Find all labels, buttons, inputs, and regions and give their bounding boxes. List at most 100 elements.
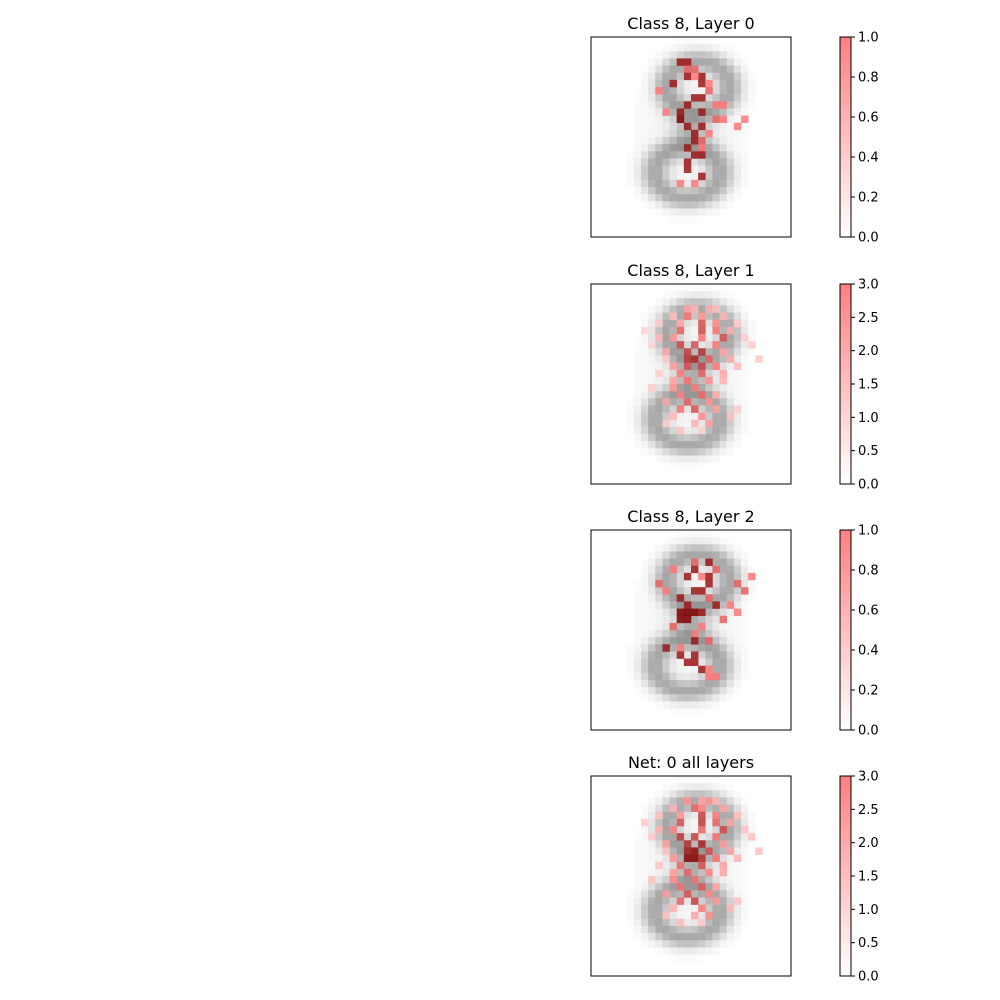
background-cell xyxy=(698,158,706,166)
background-cell xyxy=(633,608,642,617)
background-cell xyxy=(733,630,742,638)
background-cell xyxy=(741,651,749,659)
background-cell xyxy=(676,537,685,545)
attribution-cell xyxy=(733,608,742,617)
background-cell xyxy=(648,797,656,805)
background-cell xyxy=(683,187,692,195)
background-cell xyxy=(676,362,685,371)
attribution-cell xyxy=(683,348,692,356)
background-cell xyxy=(712,665,720,674)
background-cell xyxy=(641,940,649,948)
background-cell xyxy=(719,72,728,81)
background-cell xyxy=(662,687,670,695)
background-cell xyxy=(719,883,728,891)
attribution-cell xyxy=(705,129,713,138)
background-cell xyxy=(641,179,649,188)
colorbar-tick-label: 0.0 xyxy=(858,724,879,739)
background-cell xyxy=(719,137,728,145)
colorbar-tick-label: 1.5 xyxy=(858,870,879,885)
background-cell xyxy=(683,947,692,955)
background-cell xyxy=(691,954,699,963)
background-cell xyxy=(733,94,742,102)
background-cell xyxy=(748,87,756,95)
attribution-cell xyxy=(698,79,706,88)
background-cell xyxy=(726,298,735,306)
attribution-cell xyxy=(669,79,678,88)
background-cell xyxy=(712,551,720,559)
attribution-cell xyxy=(748,341,756,349)
attribution-cell xyxy=(698,137,706,145)
attribution-cell xyxy=(698,861,706,870)
background-cell xyxy=(648,398,656,406)
background-cell xyxy=(655,572,663,581)
background-cell xyxy=(683,904,692,913)
background-cell xyxy=(648,72,656,81)
background-cell xyxy=(705,58,713,66)
background-cell xyxy=(641,115,649,124)
background-cell xyxy=(676,933,685,941)
background-cell xyxy=(676,797,685,805)
colorbar-tick-label: 1.0 xyxy=(858,524,879,539)
background-cell xyxy=(633,165,642,174)
background-cell xyxy=(726,398,735,406)
background-cell xyxy=(683,818,692,827)
background-cell xyxy=(698,341,706,349)
background-cell xyxy=(698,701,706,709)
background-cell xyxy=(748,565,756,574)
background-cell xyxy=(676,587,685,595)
background-cell xyxy=(691,215,699,224)
background-cell xyxy=(741,419,749,428)
attribution-cell xyxy=(641,818,649,827)
colorbar-tick-label: 0.0 xyxy=(858,970,879,985)
background-cell xyxy=(669,708,678,717)
background-cell xyxy=(705,426,713,435)
colorbar-tick-label: 2.5 xyxy=(858,803,879,818)
background-cell xyxy=(712,58,720,66)
background-cell xyxy=(726,391,735,399)
attribution-cell xyxy=(719,334,728,342)
background-cell xyxy=(719,79,728,88)
background-cell xyxy=(719,811,728,820)
background-cell xyxy=(676,840,685,848)
background-cell xyxy=(641,897,649,905)
background-cell xyxy=(648,412,656,421)
background-cell xyxy=(733,861,742,870)
background-cell xyxy=(712,580,720,588)
background-cell xyxy=(733,369,742,378)
background-cell xyxy=(698,926,706,934)
background-cell xyxy=(683,594,692,602)
background-cell xyxy=(641,580,649,588)
background-cell xyxy=(698,644,706,652)
background-cell xyxy=(726,448,735,456)
background-cell xyxy=(655,847,663,855)
background-cell xyxy=(719,890,728,898)
background-cell xyxy=(691,868,699,877)
background-cell xyxy=(719,904,728,913)
background-cell xyxy=(641,933,649,941)
attribution-cell xyxy=(712,818,720,827)
background-cell xyxy=(691,826,699,834)
background-cell xyxy=(691,926,699,934)
background-cell xyxy=(705,883,713,891)
background-cell xyxy=(719,847,728,855)
background-cell xyxy=(648,94,656,102)
background-cell xyxy=(733,804,742,813)
background-cell xyxy=(726,334,735,342)
background-cell xyxy=(691,58,699,66)
background-cell xyxy=(633,587,642,595)
background-cell xyxy=(683,776,692,784)
background-cell xyxy=(683,298,692,306)
attribution-cell xyxy=(669,312,678,321)
background-cell xyxy=(676,137,685,145)
background-cell xyxy=(641,587,649,595)
background-cell xyxy=(698,65,706,74)
background-cell xyxy=(633,904,642,913)
background-cell xyxy=(719,637,728,645)
attribution-cell xyxy=(676,918,685,927)
background-cell xyxy=(719,448,728,456)
background-cell xyxy=(741,637,749,645)
background-cell xyxy=(633,137,642,145)
background-cell xyxy=(683,701,692,709)
attribution-cell xyxy=(698,72,706,81)
attribution-cell xyxy=(662,644,670,652)
